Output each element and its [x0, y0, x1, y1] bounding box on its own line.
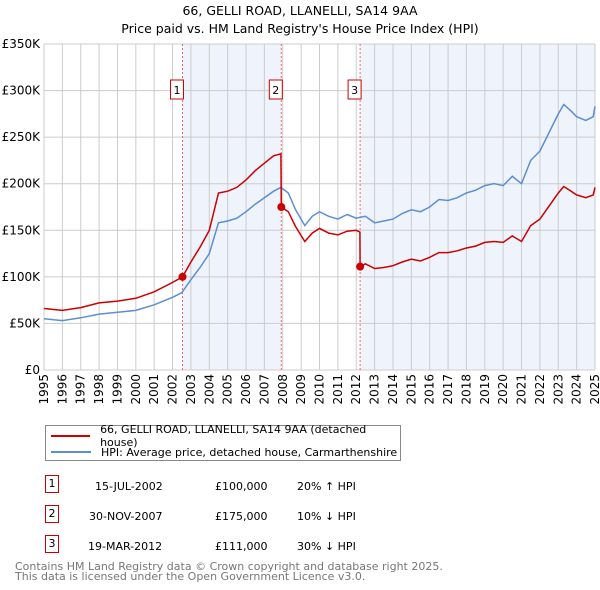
sale-label-box — [347, 79, 362, 100]
y-tick-label: £50K — [9, 316, 41, 330]
transaction-price: £111,000 — [215, 540, 268, 553]
legend-swatch-property — [51, 435, 91, 437]
x-tick-label: 1999 — [110, 374, 124, 405]
x-tick-label: 2020 — [496, 374, 510, 405]
x-tick-label: 2024 — [570, 374, 584, 405]
footer-licence: This data is licensed under the Open Gov… — [15, 570, 366, 583]
sale-point — [178, 272, 187, 281]
y-tick-label: £300K — [2, 84, 42, 98]
transaction-price: £175,000 — [215, 510, 268, 523]
x-tick-label: 2010 — [313, 374, 327, 405]
transaction-hpi: 30% ↓ HPI — [297, 540, 356, 553]
x-tick-label: 2015 — [404, 374, 418, 405]
y-tick-label: £0 — [25, 363, 40, 377]
x-tick-label: 1995 — [37, 374, 51, 405]
transaction-date: 30-NOV-2007 — [89, 510, 163, 523]
transaction-hpi: 10% ↓ HPI — [297, 510, 356, 523]
shade-region — [182, 44, 282, 370]
sale-label: 2 — [272, 84, 279, 97]
y-tick-label: £150K — [2, 223, 42, 237]
x-tick-label: 2001 — [147, 374, 161, 405]
y-tick-label: £200K — [2, 177, 42, 191]
transaction-hpi: 20% ↑ HPI — [297, 480, 356, 493]
price-chart: £0 £50K £100K £150K £200K £250K £300K £350K 1995… — [2, 37, 600, 405]
transaction-price: £100,000 — [215, 480, 268, 493]
x-tick-label: 2002 — [166, 374, 180, 405]
series-line-property — [43, 152, 596, 312]
x-tick-label: 2014 — [386, 374, 400, 405]
legend-item-hpi: HPI: Average price, detached house, Carm… — [46, 444, 397, 460]
sale-label: 1 — [173, 84, 180, 97]
shade-region — [360, 44, 595, 370]
x-tick-label: 2008 — [276, 374, 290, 405]
sale-point — [356, 262, 365, 271]
legend: 66, GELLI ROAD, LLANELLI, SA14 9AA (deta… — [45, 423, 401, 461]
x-tick-label: 2018 — [459, 374, 473, 405]
x-tick-label: 1998 — [92, 374, 106, 405]
marker-badge: 2 — [45, 505, 59, 523]
x-tick-label: 1996 — [55, 374, 69, 405]
x-tick-label: 2017 — [441, 374, 455, 405]
x-tick-label: 2005 — [221, 374, 235, 405]
x-tick-label: 2004 — [202, 374, 216, 405]
legend-item-property: 66, GELLI ROAD, LLANELLI, SA14 9AA (deta… — [46, 423, 400, 449]
x-tick-label: 2023 — [551, 374, 565, 405]
y-tick-label: £250K — [2, 130, 42, 144]
x-tick-label: 2003 — [184, 374, 198, 405]
y-tick-label: £100K — [2, 270, 42, 284]
legend-label: HPI: Average price, detached house, Carm… — [101, 445, 398, 459]
chart-subtitle: Price paid vs. HM Land Registry's House … — [121, 21, 479, 36]
sale-label-box — [169, 79, 184, 100]
x-tick-label: 2025 — [588, 374, 600, 405]
marker-badge: 1 — [45, 475, 59, 493]
sale-label: 3 — [351, 84, 358, 97]
x-tick-label: 2009 — [294, 374, 308, 405]
x-tick-label: 2019 — [478, 374, 492, 405]
chart-title: 66, GELLI ROAD, LLANELLI, SA14 9AA — [182, 3, 418, 18]
x-tick-label: 2016 — [423, 374, 437, 405]
series-line-hpi — [43, 103, 596, 322]
x-tick-label: 2006 — [239, 374, 253, 405]
transaction-date: 19-MAR-2012 — [88, 540, 163, 553]
legend-label: 66, GELLI ROAD, LLANELLI, SA14 9AA (deta… — [100, 423, 367, 449]
x-tick-label: 2007 — [257, 374, 271, 405]
y-tick-label: £350K — [2, 37, 42, 51]
sale-point — [277, 203, 286, 211]
x-tick-label: 2000 — [129, 374, 143, 405]
sale-label-box — [268, 79, 283, 100]
footer-copyright: Contains HM Land Registry data © Crown c… — [15, 560, 443, 573]
legend-swatch-hpi — [51, 451, 91, 453]
x-tick-label: 1997 — [74, 374, 88, 405]
marker-badge: 3 — [45, 535, 59, 553]
transaction-date: 15-JUL-2002 — [95, 480, 163, 493]
x-tick-label: 2011 — [331, 374, 345, 405]
x-tick-label: 2022 — [533, 374, 547, 405]
x-tick-label: 2021 — [515, 374, 529, 405]
x-tick-label: 2012 — [349, 374, 363, 405]
x-tick-label: 2013 — [368, 374, 382, 405]
